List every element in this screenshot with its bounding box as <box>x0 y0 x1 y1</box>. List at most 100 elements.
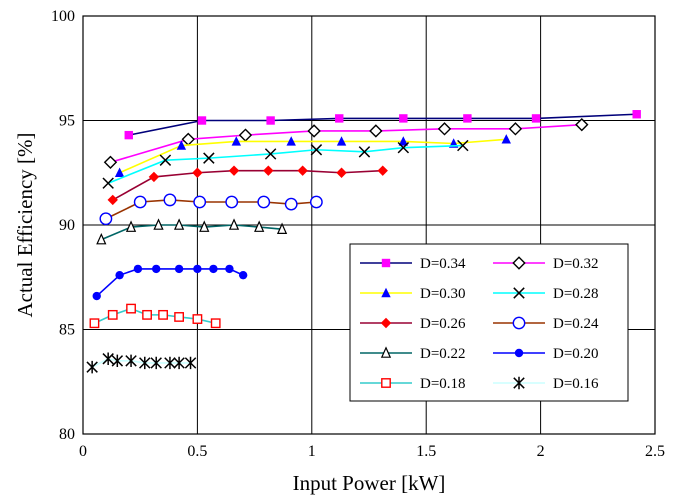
legend-item: D=0.18 <box>360 376 466 392</box>
series-line <box>100 224 283 241</box>
data-point <box>228 165 240 176</box>
data-point <box>336 167 347 178</box>
data-point <box>531 114 541 123</box>
data-point <box>257 195 271 209</box>
data-point <box>297 165 308 176</box>
legend-marker <box>381 287 391 298</box>
data-point <box>575 117 589 132</box>
data-point <box>437 122 452 136</box>
data-point <box>225 195 239 209</box>
legend-marker <box>380 346 392 358</box>
data-point <box>115 270 124 280</box>
series-d-0-28 <box>102 139 469 189</box>
data-point <box>228 218 240 230</box>
legend-item: D=0.34 <box>360 256 466 272</box>
data-point <box>152 264 161 274</box>
data-point <box>114 167 125 177</box>
legend-marker <box>512 316 526 330</box>
x-tick-label: 1 <box>308 443 316 460</box>
plot-frame <box>82 15 656 435</box>
x-tick-label: 2.5 <box>645 443 665 460</box>
data-point <box>107 194 118 206</box>
data-point <box>139 356 151 370</box>
legend-marker <box>380 317 392 329</box>
data-point <box>254 220 265 232</box>
data-point <box>284 197 298 211</box>
data-point <box>176 140 187 150</box>
series-layer <box>86 110 641 374</box>
legend-item: D=0.28 <box>493 286 599 302</box>
data-point <box>263 165 274 176</box>
series-d-0-32 <box>103 117 589 169</box>
x-tick-label: 1.5 <box>416 443 436 460</box>
data-point <box>125 354 137 368</box>
data-point <box>397 141 410 154</box>
legend-marker <box>513 287 525 299</box>
data-point <box>203 152 215 164</box>
data-point <box>96 232 107 245</box>
x-tick-label: 0.5 <box>187 443 207 460</box>
data-point <box>173 218 185 230</box>
data-point <box>501 134 511 144</box>
series-d-0-26 <box>107 165 388 206</box>
legend-label: D=0.26 <box>420 316 466 332</box>
legend-item: D=0.26 <box>360 316 466 332</box>
data-point <box>192 314 203 324</box>
legend-item: D=0.16 <box>493 376 599 392</box>
data-point <box>238 128 253 142</box>
data-point <box>377 165 388 176</box>
y-tick-label: 90 <box>59 217 75 234</box>
data-point <box>174 312 184 322</box>
legend: D=0.34 D=0.32 D=0.30 D=0.28 D=0.26 D=0.24 D=0.… <box>349 243 629 402</box>
data-point <box>399 114 408 123</box>
series-d-0-24 <box>99 193 323 226</box>
y-tick-label: 100 <box>51 8 75 25</box>
data-point <box>463 114 472 123</box>
legend-label: D=0.22 <box>420 346 466 362</box>
data-point <box>193 195 207 209</box>
data-point <box>335 114 344 123</box>
legend-label: D=0.24 <box>553 316 599 332</box>
data-point <box>124 130 133 140</box>
series-line <box>112 169 383 201</box>
data-point <box>197 116 207 125</box>
data-point <box>133 195 147 209</box>
data-point <box>181 132 195 146</box>
data-point <box>102 177 114 189</box>
x-tick-label: 2 <box>537 443 545 460</box>
legend-label: D=0.30 <box>420 286 466 302</box>
data-point <box>238 270 248 280</box>
data-point <box>199 220 210 232</box>
data-point <box>210 318 221 329</box>
data-point <box>133 264 143 274</box>
data-point <box>111 354 124 368</box>
data-point <box>632 110 641 119</box>
data-point <box>158 309 168 320</box>
data-point <box>266 116 275 125</box>
data-point <box>264 148 277 160</box>
series-line <box>128 113 637 136</box>
data-point <box>164 356 176 370</box>
legend-item: D=0.32 <box>493 256 599 272</box>
legend-marker <box>381 258 391 268</box>
data-point <box>209 264 218 274</box>
data-point <box>276 222 288 234</box>
data-point <box>225 264 234 274</box>
data-point <box>193 264 202 274</box>
data-point <box>142 309 152 320</box>
data-point <box>231 136 241 146</box>
legend-marker <box>514 348 524 358</box>
data-point <box>286 136 296 146</box>
data-point <box>310 144 323 156</box>
legend-label: D=0.32 <box>553 256 599 272</box>
legend-item: D=0.30 <box>360 286 466 302</box>
data-point <box>102 352 114 365</box>
data-point <box>92 291 101 301</box>
data-point <box>192 167 203 178</box>
legend-label: D=0.20 <box>553 346 599 362</box>
data-point <box>358 146 371 158</box>
data-point <box>174 264 184 274</box>
series-d-0-22 <box>96 218 288 245</box>
data-point <box>173 356 185 370</box>
